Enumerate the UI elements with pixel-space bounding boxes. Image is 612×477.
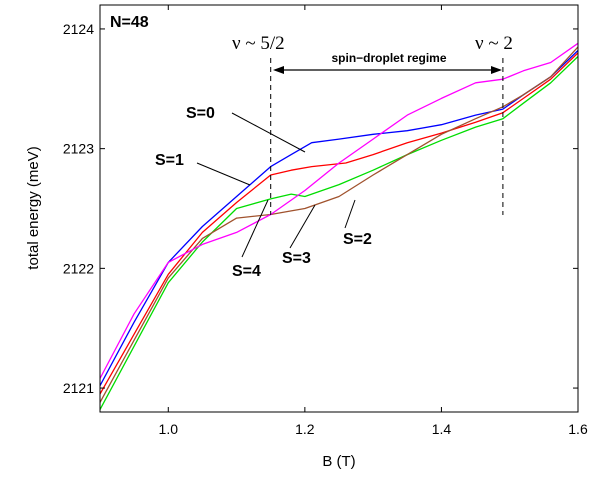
x-tick-label: 1.2: [295, 421, 315, 437]
x-tick-label: 1.6: [568, 421, 588, 437]
regime-label: spin−droplet regime: [331, 51, 446, 65]
regime-arrow-right-head: [491, 66, 502, 74]
y-tick-label: 2123: [63, 141, 94, 157]
s2-leader: [344, 199, 356, 229]
series-line-s1: [99, 52, 579, 395]
y-tick-label: 2124: [63, 21, 94, 37]
regime-arrow-left-head: [273, 66, 284, 74]
y-axis-label: total energy (meV): [25, 146, 42, 269]
y-tick-label: 2121: [63, 380, 94, 396]
s0-annotation: S=0: [186, 105, 215, 122]
series-layer: [99, 42, 579, 410]
s4-leader: [241, 199, 269, 258]
s1-leader: [196, 162, 251, 186]
series-line-s2: [99, 56, 579, 410]
plot-frame: [99, 4, 579, 413]
series-line-s4: [99, 42, 579, 379]
x-axis-label: B (T): [322, 453, 355, 470]
s3-leader: [289, 204, 316, 249]
nu-left-annotation: ν ~ 5/2: [232, 33, 285, 54]
marker-layer: [270, 58, 504, 215]
y-tick-label: 2122: [63, 260, 94, 276]
s2-annotation: S=2: [343, 231, 372, 248]
x-tick-label: 1.0: [159, 421, 179, 437]
x-tick-label: 1.4: [432, 421, 452, 437]
series-line-s0: [99, 50, 579, 387]
tick-layer: 1.0 1.2 1.4 1.6 2121 2122 2123 2124: [63, 5, 588, 437]
s3-annotation: S=3: [282, 250, 311, 267]
s0-leader: [231, 112, 306, 153]
n-label: N=48: [110, 14, 149, 31]
nu-right-annotation: ν ~ 2: [475, 33, 513, 54]
s1-annotation: S=1: [155, 152, 184, 169]
series-line-s3: [99, 46, 579, 403]
s4-annotation: S=4: [232, 263, 261, 280]
